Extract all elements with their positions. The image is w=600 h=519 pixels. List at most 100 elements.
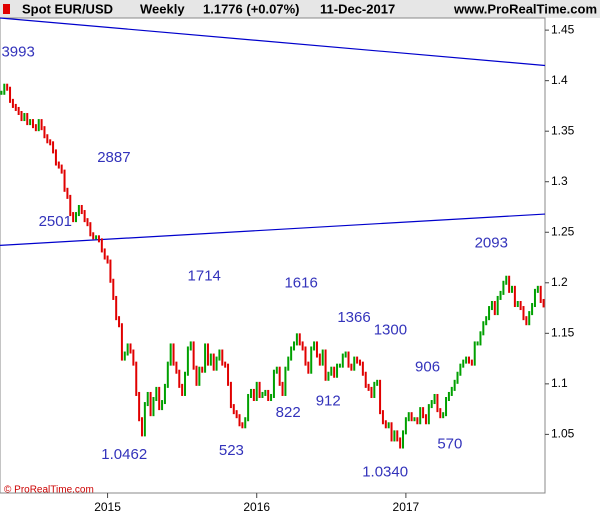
price-bar (169, 343, 172, 366)
price-bar (330, 366, 333, 376)
source: www.ProRealTime.com (453, 1, 597, 16)
price-bar (138, 391, 141, 422)
price-bar (198, 366, 201, 386)
price-bar (0, 90, 3, 95)
price-bar (424, 414, 427, 425)
price-bar (496, 295, 499, 316)
price-bar (516, 301, 519, 308)
price-bar (9, 86, 12, 103)
price-bar (86, 218, 89, 227)
price-bar (49, 139, 52, 146)
price-bar (459, 363, 462, 376)
price-bar (227, 363, 230, 386)
y-tick-label: 1.15 (551, 325, 575, 339)
price-bar (341, 353, 344, 368)
price-bar (301, 341, 304, 351)
price-bar (31, 119, 34, 129)
price-bar (350, 363, 353, 371)
price-bar (26, 113, 29, 126)
price-bar (212, 353, 215, 371)
price-bar (37, 119, 40, 132)
price-bar (499, 290, 502, 300)
price-bar (189, 341, 192, 351)
y-tick-label: 1.3 (551, 174, 568, 188)
price-bar (278, 366, 281, 386)
chart-title: Spot EUR/USD (22, 1, 113, 16)
x-tick-label: 2016 (243, 500, 270, 514)
price-bar (275, 366, 278, 374)
price-bar (204, 343, 207, 373)
annotation: 822 (276, 404, 301, 421)
price-bar (413, 417, 416, 422)
price-bar (387, 422, 390, 429)
price-bar (436, 393, 439, 413)
price-bar (336, 363, 339, 378)
price-bar (427, 404, 430, 425)
price-bar (533, 288, 536, 308)
annotation: 1366 (337, 309, 370, 326)
price-bar (77, 204, 80, 217)
price-bar (482, 321, 485, 336)
price-bar (229, 381, 232, 409)
price-bar (361, 361, 364, 376)
price-bar (83, 210, 86, 223)
price-bar (327, 371, 330, 381)
price-bar (132, 349, 135, 366)
annotation: 1.0462 (101, 446, 147, 463)
footer: © ProRealTime.com (4, 485, 94, 496)
price-bar (465, 356, 468, 364)
price-bar (11, 98, 14, 108)
price-bar (252, 388, 255, 402)
y-tick-label: 1.35 (551, 123, 575, 137)
price-bar (89, 222, 92, 237)
price-bar (353, 356, 356, 371)
price-bar (344, 351, 347, 358)
price-bar (120, 323, 123, 361)
price-bar (255, 381, 258, 402)
price-bar (6, 83, 9, 91)
annotation: 570 (437, 435, 462, 452)
price-bar (508, 275, 511, 293)
price-bar (80, 204, 83, 215)
price-bar (493, 301, 496, 316)
price-bar (528, 311, 531, 326)
price-bar (43, 126, 46, 139)
price-bar (416, 417, 419, 425)
price-bar (511, 285, 514, 293)
price-bar (422, 407, 425, 419)
price-bar (470, 359, 473, 366)
price-bar (347, 351, 350, 368)
price-bar (184, 371, 187, 396)
price-bar (238, 414, 241, 427)
price-bar (390, 422, 393, 442)
price-bar (442, 412, 445, 419)
price-bar (490, 301, 493, 311)
annotation: 1300 (374, 322, 407, 339)
price-bar (384, 420, 387, 429)
price-bar (75, 212, 78, 223)
price-bar (433, 393, 436, 405)
price-bar (293, 341, 296, 351)
annotation: 1.0340 (362, 464, 408, 481)
price-bar (14, 103, 17, 111)
annotation: 906 (415, 358, 440, 375)
price-bar (218, 349, 221, 361)
price-bar (118, 316, 121, 328)
price-bar (209, 353, 212, 366)
price-bar (166, 361, 169, 388)
price-bar (364, 371, 367, 388)
price-bar (419, 407, 422, 425)
price-bar (135, 361, 138, 396)
price-bar (539, 285, 542, 303)
last-price: 1.1776 (+0.07%) (203, 1, 299, 16)
price-bar (407, 412, 410, 422)
price-bar (29, 119, 32, 126)
y-tick-label: 1.1 (551, 376, 568, 390)
price-bar (513, 285, 516, 308)
price-bar (40, 119, 43, 131)
price-bar (264, 389, 267, 396)
annotation: 3993 (1, 43, 34, 60)
price-bar (95, 235, 98, 240)
price-bar (315, 341, 318, 358)
price-bar (66, 187, 69, 199)
